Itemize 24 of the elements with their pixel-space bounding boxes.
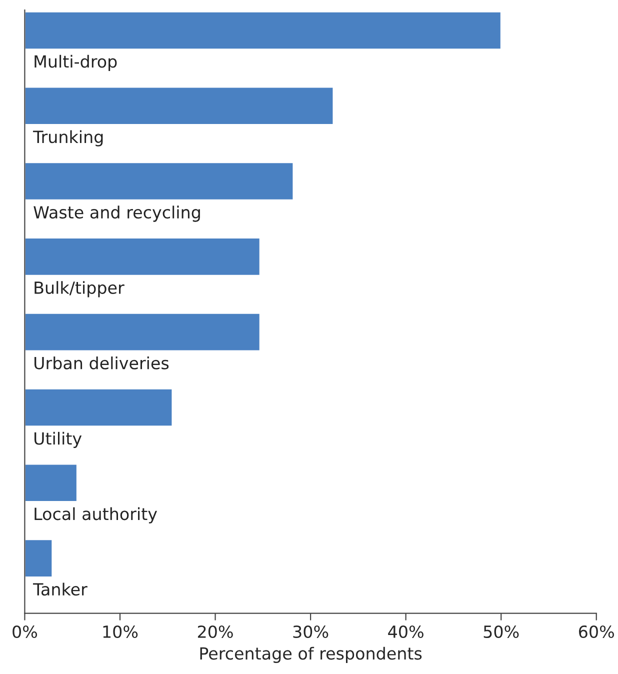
y-tick-label: Multi-drop (34, 54, 117, 72)
y-tick-label: Waste and recycling (34, 206, 200, 222)
x-tick-label: 20% (198, 625, 233, 638)
y-tick-label: Local authority (34, 507, 158, 524)
bar (24, 312, 261, 352)
bar (24, 10, 502, 50)
x-tick-label: 40% (388, 625, 424, 638)
x-tick-label: 10% (103, 625, 138, 638)
y-tick-label: Bulk/tipper (34, 281, 124, 298)
bar (24, 237, 261, 276)
x-axis-title: Percentage of respondents (200, 646, 422, 663)
x-tick-label: 60% (579, 625, 614, 638)
x-tick-label: 0% (12, 625, 38, 638)
x-tick-label: 30% (293, 625, 328, 638)
bar (24, 463, 78, 502)
y-tick-label: Tanker (33, 582, 88, 596)
bar (24, 162, 294, 201)
bar (24, 388, 174, 428)
bar (24, 538, 54, 578)
x-tick-label: 50% (484, 625, 519, 638)
y-tick-label: Utility (34, 432, 82, 448)
y-tick-label: Urban deliveries (34, 356, 169, 370)
bar (24, 86, 334, 126)
y-tick-label: Trunking (33, 130, 103, 146)
